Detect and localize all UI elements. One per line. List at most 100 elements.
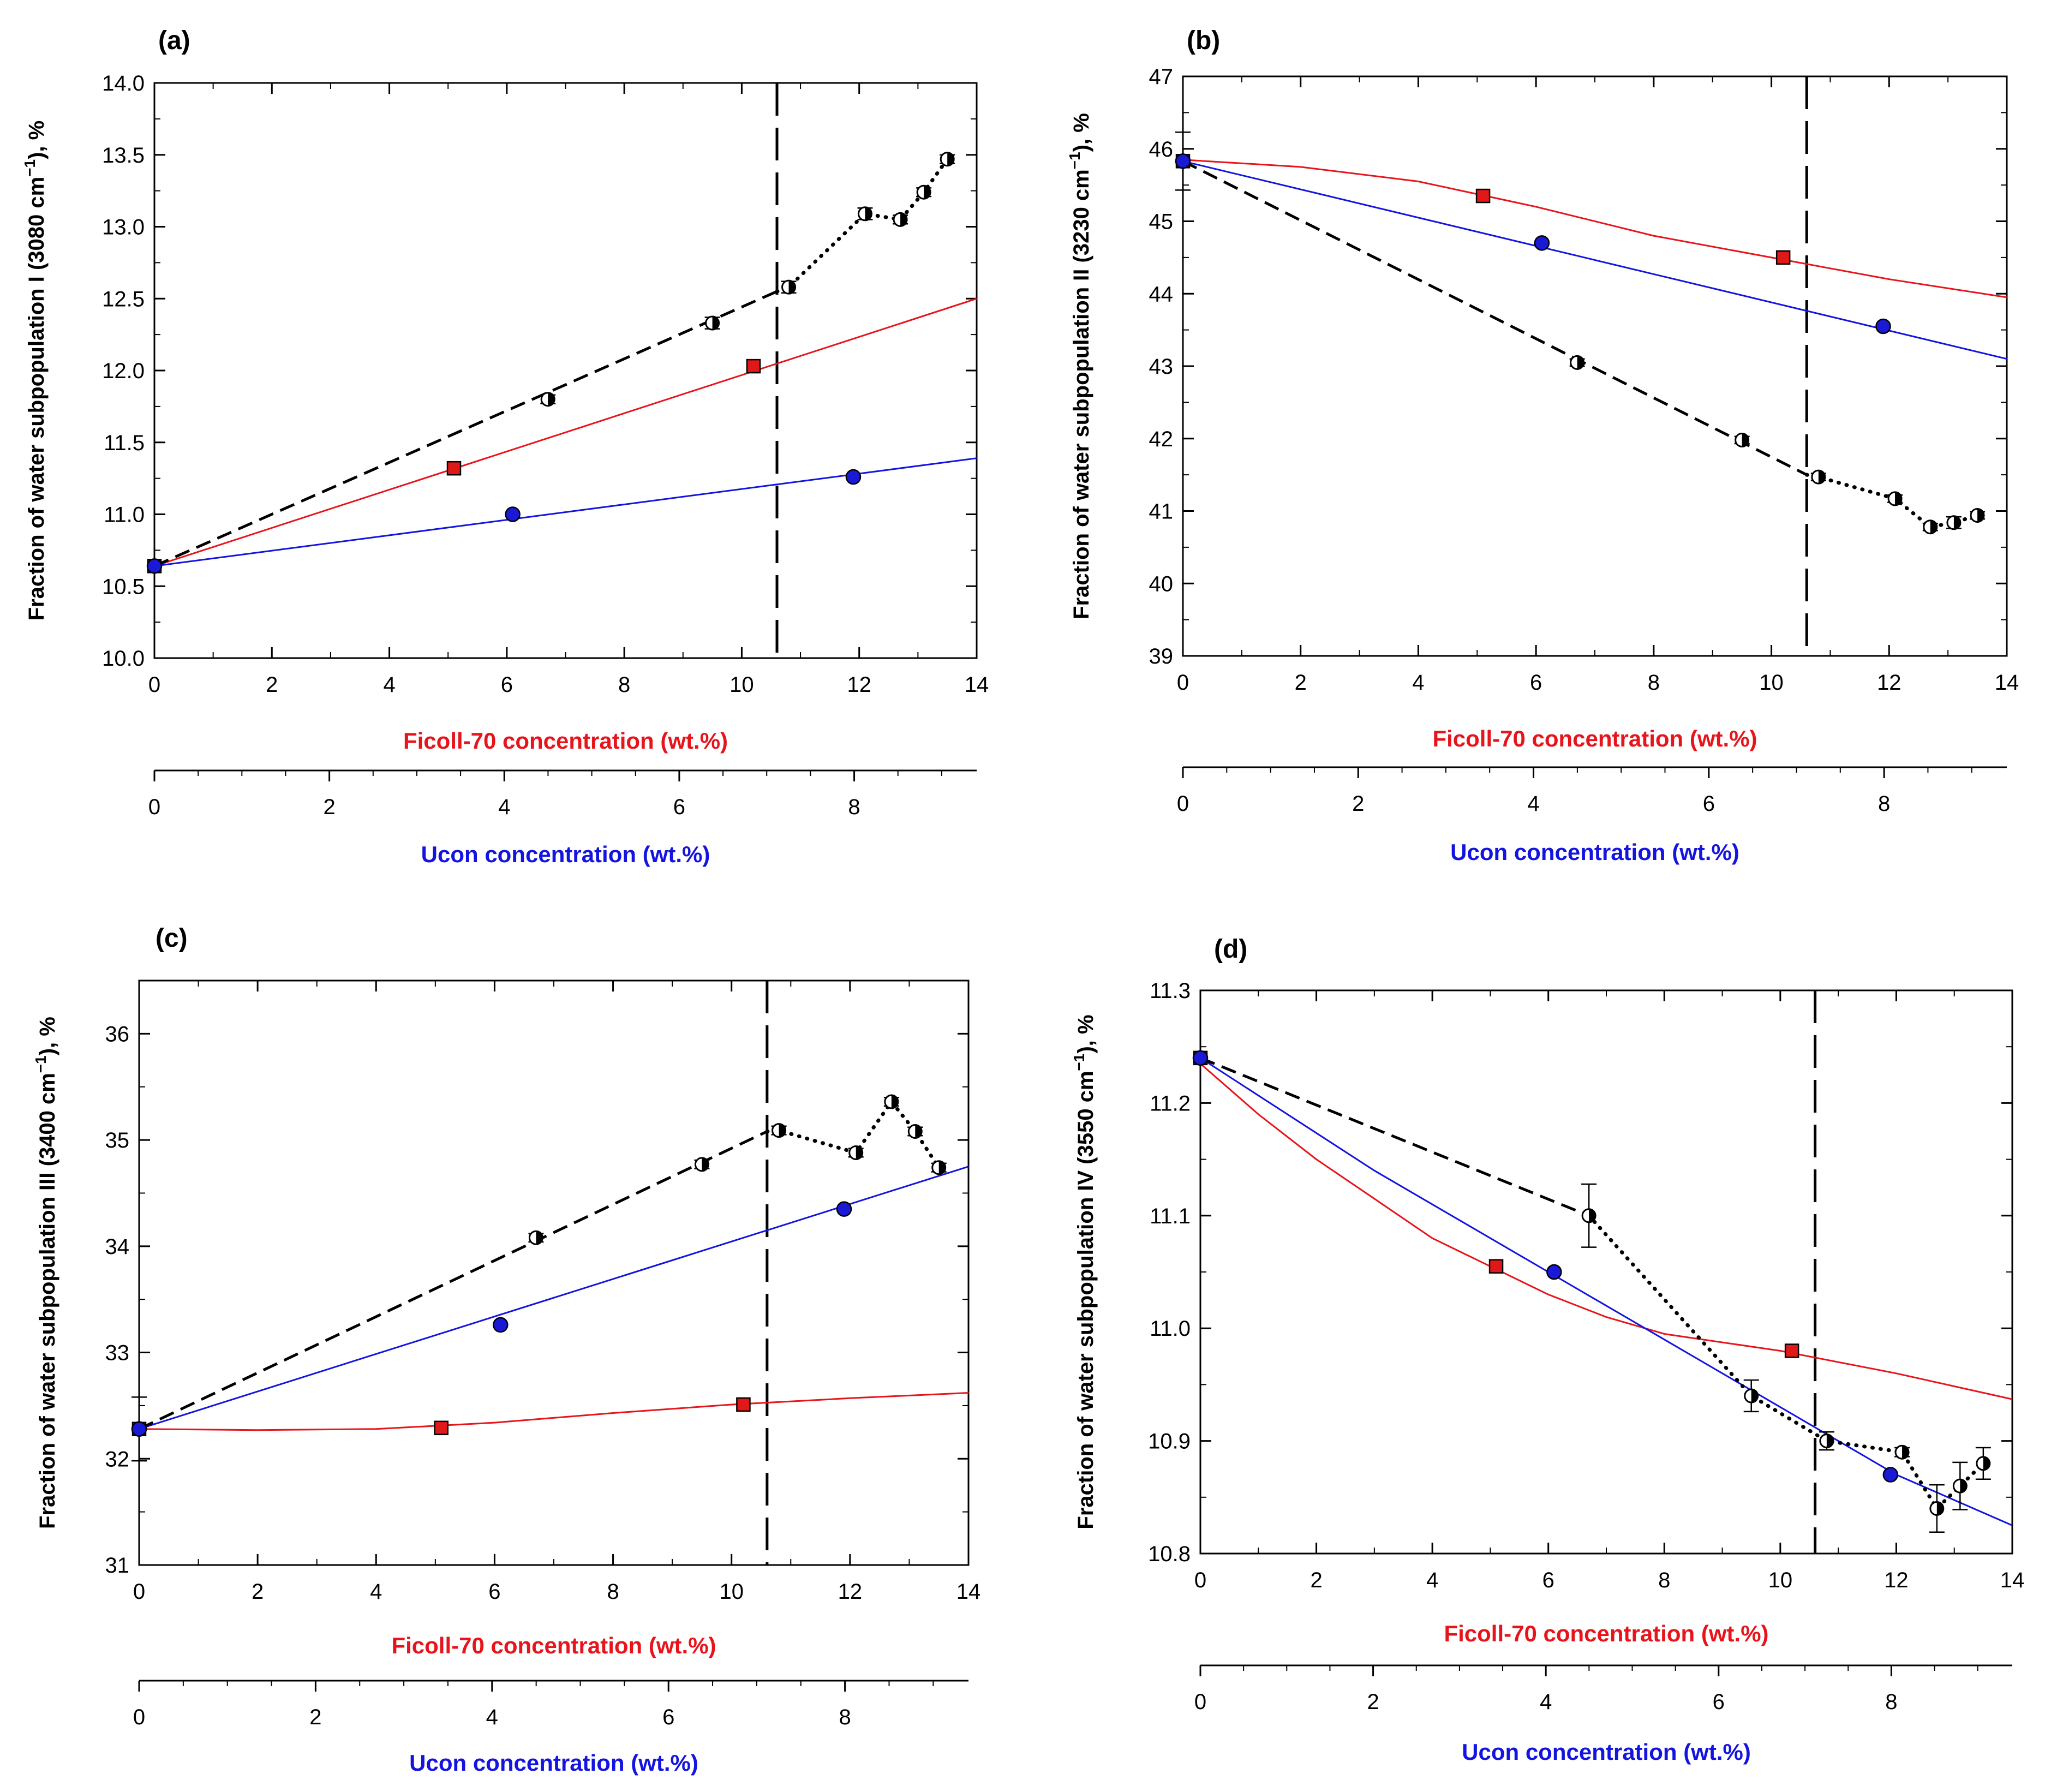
x-axis-title-ucon: Ucon concentration (wt.%) bbox=[421, 841, 710, 867]
x-tick-label: 8 bbox=[618, 673, 630, 697]
mixture-point-fill bbox=[1902, 1445, 1909, 1459]
ucon-tick-label: 6 bbox=[1703, 792, 1715, 816]
mixture-point-fill bbox=[536, 1231, 543, 1245]
mixture-point-fill bbox=[900, 213, 907, 226]
y-tick-label: 14.0 bbox=[102, 71, 145, 95]
ucon-tick-label: 2 bbox=[1352, 792, 1364, 816]
mixture-point-fill bbox=[779, 1124, 786, 1137]
y-tick-label: 11.0 bbox=[1150, 1317, 1191, 1341]
panel-label: (a) bbox=[158, 26, 190, 55]
ucon-point bbox=[146, 558, 163, 574]
y-tick-label: 13.0 bbox=[102, 216, 145, 240]
panel-label: (b) bbox=[1187, 26, 1220, 55]
mixture-point-fill bbox=[1826, 1434, 1833, 1448]
plot-frame bbox=[1182, 75, 2008, 657]
x-axis-title-ucon: Ucon concentration (wt.%) bbox=[1462, 1739, 1751, 1765]
ficoll-fit-line bbox=[1200, 1063, 2013, 1400]
mixture-point-fill bbox=[1742, 433, 1749, 447]
y-tick-label: 11.1 bbox=[1150, 1204, 1191, 1228]
mixture-point-fill bbox=[1936, 1502, 1944, 1515]
panel-2: 31 32 33 34 35 36 0 2 4 6 8 10 12 14 Ficoll-70 concent… bbox=[32, 924, 980, 1776]
mixture-point-fill bbox=[924, 186, 931, 199]
ucon-point bbox=[1534, 235, 1550, 251]
ucon-tick-label: 6 bbox=[673, 795, 685, 819]
y-tick-label: 45 bbox=[1149, 210, 1174, 234]
mixture-point-fill bbox=[1895, 492, 1902, 505]
mixture-dotted-line bbox=[1587, 1214, 1986, 1512]
x-tick-label: 12 bbox=[838, 1580, 863, 1604]
mixture-point-fill bbox=[891, 1095, 898, 1108]
x-tick-label: 0 bbox=[1177, 671, 1189, 695]
x-tick-label: 14 bbox=[2000, 1568, 2025, 1592]
ficoll-point bbox=[1475, 188, 1491, 204]
ucon-fit-line bbox=[154, 457, 977, 567]
plot-frame bbox=[153, 82, 978, 659]
mixture-point-fill bbox=[1977, 509, 1984, 522]
x-tick-label: 10 bbox=[1759, 671, 1784, 695]
ucon-tick-label: 8 bbox=[839, 1705, 851, 1729]
y-tick-label: 47 bbox=[1149, 65, 1174, 89]
x-tick-label: 14 bbox=[1995, 671, 2019, 695]
x-tick-label: 14 bbox=[965, 673, 989, 697]
ucon-tick-label: 4 bbox=[486, 1705, 498, 1729]
mixture-point-fill bbox=[915, 1125, 922, 1138]
panel-0: 10.0 10.5 11.0 11.5 12.0 12.5 13.0 13.5 14.0 0 2 4 6… bbox=[21, 26, 989, 867]
y-tick-label: 11.3 bbox=[1150, 979, 1191, 1003]
y-tick-label: 10.0 bbox=[102, 647, 145, 671]
x-axis-title-ficoll: Ficoll-70 concentration (wt.%) bbox=[1444, 1621, 1768, 1646]
mixture-point-fill bbox=[947, 152, 954, 166]
ucon-tick-label: 6 bbox=[1713, 1690, 1725, 1714]
mixture-point-fill bbox=[1983, 1456, 1990, 1470]
y-tick-label: 12.5 bbox=[102, 287, 145, 311]
y-tick-label: 42 bbox=[1149, 427, 1174, 451]
ficoll-fit-line bbox=[139, 1392, 969, 1431]
ucon-tick-label: 2 bbox=[324, 795, 336, 819]
ucon-point bbox=[1175, 153, 1191, 169]
ucon-tick-label: 8 bbox=[1885, 1690, 1897, 1714]
y-tick-label: 33 bbox=[105, 1341, 130, 1365]
y-tick-label: 36 bbox=[105, 1022, 130, 1046]
mixture-point-fill bbox=[548, 392, 555, 406]
ucon-tick-label: 2 bbox=[1367, 1690, 1379, 1714]
x-tick-label: 0 bbox=[1194, 1568, 1206, 1592]
ficoll-fit-line bbox=[154, 297, 977, 567]
ucon-fit-line bbox=[1200, 1057, 2013, 1526]
plot-frame bbox=[138, 979, 970, 1566]
mixture-point-fill bbox=[856, 1146, 863, 1160]
y-tick-label: 11.2 bbox=[1150, 1091, 1191, 1115]
ucon-point bbox=[505, 506, 521, 522]
ficoll-point bbox=[736, 1397, 751, 1412]
x-tick-label: 0 bbox=[148, 673, 160, 697]
ucon-tick-label: 8 bbox=[1878, 792, 1890, 816]
ucon-fit-line bbox=[139, 1166, 969, 1430]
y-tick-label: 34 bbox=[105, 1235, 130, 1259]
y-axis-title: Fraction of water subpopulation I (3080 … bbox=[21, 121, 49, 621]
y-tick-label: 41 bbox=[1149, 500, 1174, 524]
panel-label: (c) bbox=[156, 924, 188, 953]
ucon-point bbox=[845, 469, 862, 485]
x-tick-label: 8 bbox=[607, 1580, 619, 1604]
ficoll-point bbox=[1775, 250, 1791, 265]
x-tick-label: 4 bbox=[370, 1580, 382, 1604]
mixture-dotted-line bbox=[775, 157, 949, 294]
ucon-fit-line bbox=[1182, 160, 2007, 360]
x-axis-title-ficoll: Ficoll-70 concentration (wt.%) bbox=[1432, 726, 1757, 751]
x-tick-label: 8 bbox=[1648, 671, 1660, 695]
mixture-dashed-line bbox=[1182, 160, 1808, 476]
x-tick-label: 4 bbox=[383, 673, 395, 697]
y-tick-label: 35 bbox=[105, 1128, 130, 1152]
panel-label: (d) bbox=[1214, 935, 1247, 964]
ucon-point bbox=[1875, 318, 1891, 334]
ucon-tick-label: 4 bbox=[498, 795, 510, 819]
ucon-point bbox=[1882, 1467, 1899, 1483]
x-axis-title-ucon: Ucon concentration (wt.%) bbox=[409, 1750, 698, 1776]
x-tick-label: 4 bbox=[1412, 671, 1424, 695]
y-tick-label: 12.0 bbox=[102, 359, 145, 383]
y-tick-label: 10.5 bbox=[102, 575, 145, 599]
y-axis-title: Fraction of water subpopulation III (340… bbox=[32, 1017, 59, 1529]
y-axis-title: Fraction of water subpopulation IV (3550… bbox=[1071, 1014, 1098, 1529]
x-tick-label: 6 bbox=[1542, 1568, 1554, 1592]
ucon-tick-label: 8 bbox=[848, 795, 860, 819]
